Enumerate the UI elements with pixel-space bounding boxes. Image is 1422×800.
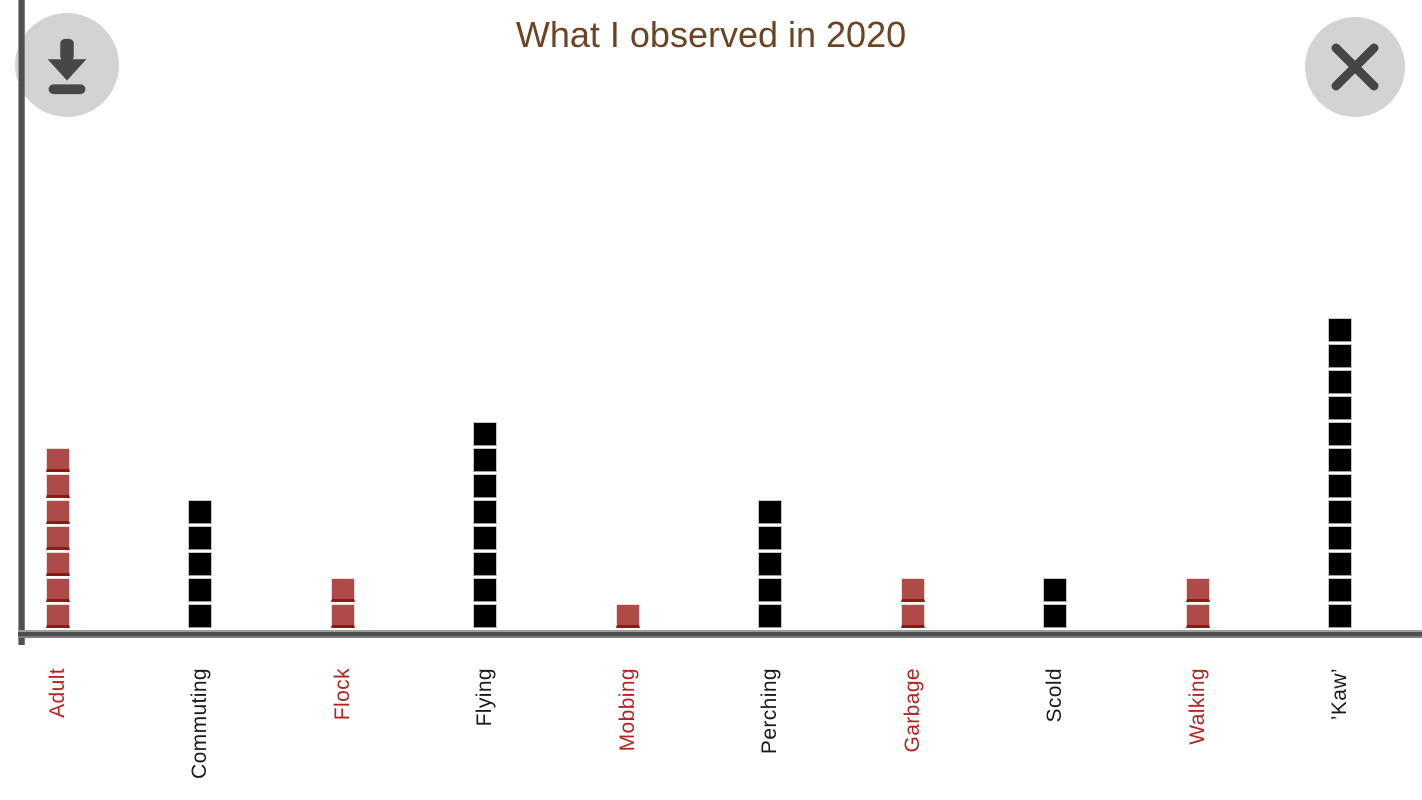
- unit-square: [188, 604, 212, 628]
- x-tick-label: Garbage: [900, 668, 924, 753]
- unit-square: [615, 604, 640, 628]
- unit-square: [1328, 526, 1352, 550]
- unit-square: [1328, 500, 1352, 524]
- x-tick-label: Flying: [473, 668, 497, 727]
- unit-square: [473, 526, 497, 550]
- x-tick-label: Perching: [758, 668, 782, 755]
- unit-square: [45, 552, 70, 576]
- bar-walking: [1185, 578, 1211, 630]
- close-button[interactable]: [1305, 17, 1405, 117]
- unit-square: [473, 500, 497, 524]
- unit-square: [1185, 578, 1210, 602]
- x-tick-label: Commuting: [188, 668, 212, 779]
- bar-adult: [45, 448, 71, 630]
- bar-flying: [472, 422, 498, 630]
- unit-square: [473, 474, 497, 498]
- unit-square: [330, 604, 355, 628]
- bar-perching: [757, 500, 783, 630]
- bar-commuting: [187, 500, 213, 630]
- unit-square: [45, 604, 70, 628]
- unit-square: [45, 526, 70, 550]
- y-axis-line: [18, 0, 25, 645]
- x-tick: ’Kaw’: [1323, 668, 1357, 720]
- bar-garbage: [900, 578, 926, 630]
- x-tick: Flying: [468, 668, 502, 726]
- unit-square: [758, 604, 782, 628]
- unit-square: [1328, 318, 1352, 342]
- download-button[interactable]: [15, 13, 119, 117]
- unit-square: [1328, 578, 1352, 602]
- unit-square: [758, 552, 782, 576]
- unit-square: [1328, 552, 1352, 576]
- unit-square: [45, 474, 70, 498]
- unit-square: [188, 578, 212, 602]
- unit-square: [758, 578, 782, 602]
- unit-square: [1328, 604, 1352, 628]
- x-tick: Commuting: [183, 668, 217, 779]
- bar-scold: [1042, 578, 1068, 630]
- x-tick: Mobbing: [611, 668, 645, 751]
- unit-square: [188, 526, 212, 550]
- x-tick-label: ’Kaw’: [1328, 668, 1352, 721]
- unit-square: [45, 448, 70, 472]
- unit-square: [330, 578, 355, 602]
- x-tick-label: Adult: [45, 668, 69, 718]
- unit-square: [758, 500, 782, 524]
- close-icon: [1305, 17, 1405, 117]
- unit-square: [1043, 578, 1067, 602]
- bar-kaw: [1327, 318, 1353, 630]
- x-tick: Garbage: [896, 668, 930, 753]
- unit-square: [900, 604, 925, 628]
- unit-square: [45, 578, 70, 602]
- bar-mobbing: [615, 604, 641, 630]
- unit-square: [1328, 448, 1352, 472]
- unit-square: [1328, 370, 1352, 394]
- x-tick: Adult: [41, 668, 75, 718]
- unit-square: [1328, 474, 1352, 498]
- x-tick-label: Walking: [1185, 668, 1209, 745]
- unit-square: [1328, 422, 1352, 446]
- unit-square: [188, 500, 212, 524]
- x-tick-label: Scold: [1043, 668, 1067, 723]
- bar-flock: [330, 578, 356, 630]
- unit-square: [473, 448, 497, 472]
- x-tick: Perching: [753, 668, 787, 754]
- unit-square: [1185, 604, 1210, 628]
- unit-square: [1328, 344, 1352, 368]
- unit-square: [900, 578, 925, 602]
- unit-square: [473, 422, 497, 446]
- x-axis-line: [18, 630, 1422, 638]
- unit-square: [758, 526, 782, 550]
- unit-square: [1328, 396, 1352, 420]
- unit-square: [473, 604, 497, 628]
- chart-title: What I observed in 2020: [515, 14, 907, 55]
- unit-square: [45, 500, 70, 524]
- x-tick: Flock: [326, 668, 360, 720]
- unit-square: [188, 552, 212, 576]
- download-icon: [36, 34, 98, 96]
- x-tick-label: Flock: [330, 668, 354, 721]
- x-tick-label: Mobbing: [615, 668, 639, 752]
- unit-square: [473, 578, 497, 602]
- x-tick: Scold: [1038, 668, 1072, 723]
- x-tick: Walking: [1181, 668, 1215, 745]
- unit-square: [473, 552, 497, 576]
- unit-square: [1043, 604, 1067, 628]
